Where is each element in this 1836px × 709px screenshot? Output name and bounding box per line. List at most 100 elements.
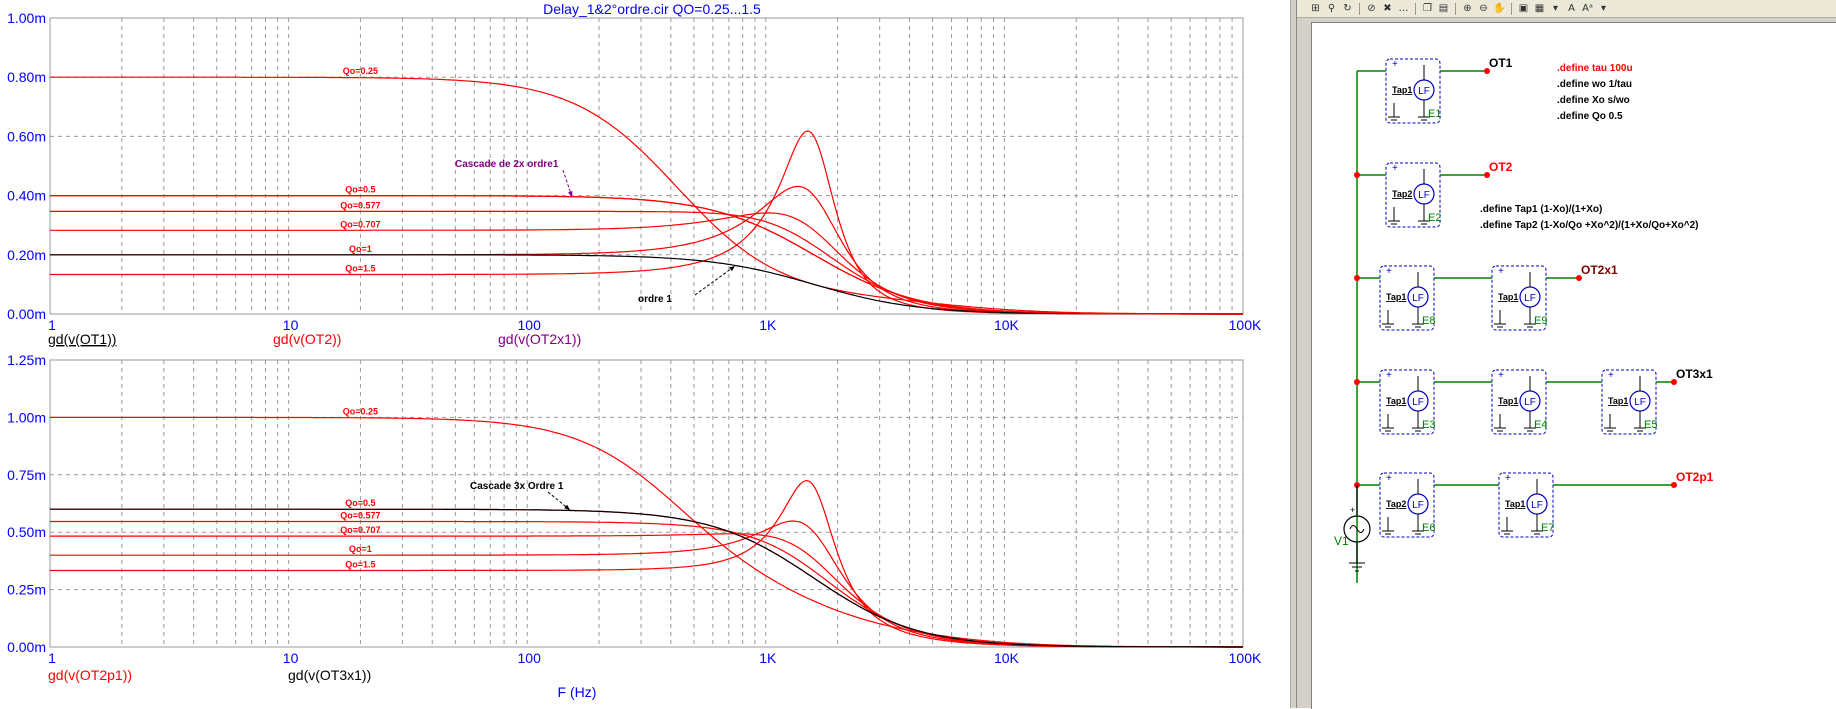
net-label-ot1[interactable]: OT1 (1489, 56, 1513, 70)
paste-icon[interactable]: ▤ (1438, 3, 1449, 14)
ac-source-icon (1343, 515, 1371, 543)
source-name: V1 (1334, 534, 1349, 548)
curve-cascade-de-2x-ordre1 (50, 195, 1243, 315)
refresh-icon[interactable]: ↻ (1343, 3, 1352, 14)
instance-name: E7 (1541, 522, 1554, 534)
ground-icon (1349, 562, 1365, 572)
subcircuit-e7[interactable]: + Tap1 LF E7 (1498, 472, 1554, 538)
curve-ordre-1 (50, 254, 1243, 315)
subcircuit-e3[interactable]: + Tap1 LF E3 (1379, 369, 1435, 435)
tap-label: Tap1 (1386, 396, 1406, 406)
top-legend[interactable]: gd(v(OT1)) gd(v(OT2)) gd(v(OT2x1)) (48, 331, 581, 347)
instance-name: E1 (1428, 108, 1441, 120)
lf-label: LF (1418, 190, 1430, 201)
schematic-drawing[interactable]: + Tap1 LF E1 + Tap2 LF E2 + Tap1 LF E8 + Tap1 LF E9 + Tap… (1312, 23, 1836, 709)
label-icon[interactable]: Aᵃ (1582, 3, 1593, 14)
subcircuit-e5[interactable]: + Tap1 LF E5 (1601, 369, 1657, 435)
tap-label: Tap2 (1386, 499, 1406, 509)
plot-canvas[interactable]: Delay_1&2°ordre.cir QO=0.25...1.5 0.00m0… (0, 0, 1290, 708)
pan-icon[interactable]: ✋ (1493, 3, 1506, 14)
x-tick-label: 100K (1229, 650, 1262, 666)
x-tick-label: 10K (994, 317, 1020, 333)
y-tick-label: 0.75m (7, 467, 46, 483)
define-tap2[interactable]: .define Tap2 (1-Xo/Qo +Xo^2)/(1+Xo/Qo+Xo… (1480, 220, 1698, 231)
binoculars-icon[interactable]: ⚲ (1327, 3, 1336, 14)
subcircuit-e9[interactable]: + Tap1 LF E9 (1491, 265, 1547, 331)
zoom-out-icon[interactable]: ⊖ (1479, 3, 1488, 14)
y-tick-label: 1.00m (7, 409, 46, 425)
subcircuit-blocks: + Tap1 LF E1 + Tap2 LF E2 + Tap1 LF E8 + Tap1 LF E9 + Tap… (1379, 58, 1657, 538)
zoom-in-icon[interactable]: ⊕ (1463, 3, 1472, 14)
top-curves (50, 76, 1243, 315)
instance-name: E9 (1534, 315, 1547, 327)
curve-label: Qo=1.5 (345, 559, 375, 569)
net-label-ot2[interactable]: OT2 (1489, 160, 1513, 174)
define-wo[interactable]: .define wo 1/tau (1557, 79, 1632, 90)
voltage-source-v1[interactable]: + V1 (1334, 485, 1371, 572)
annotation-cascade-3x-arrowhead (564, 504, 570, 510)
svg-text:+: + (1505, 473, 1511, 484)
chevron-down-icon[interactable]: ▾ (1552, 3, 1559, 14)
subcircuit-e2[interactable]: + Tap2 LF E2 (1385, 162, 1441, 228)
y-tick-label: 0.00m (7, 639, 46, 655)
legend-gd-ot2x1[interactable]: gd(v(OT2x1)) (498, 331, 581, 347)
subcircuit-e1[interactable]: + Tap1 LF E1 (1385, 58, 1441, 124)
y-tick-label: 0.25m (7, 582, 46, 598)
halt-icon[interactable]: ⊘ (1367, 3, 1376, 14)
subcircuit-e4[interactable]: + Tap1 LF E4 (1491, 369, 1547, 435)
legend-gd-ot2[interactable]: gd(v(OT2)) (273, 331, 341, 347)
grid-icon[interactable]: ▦ (1534, 3, 1545, 14)
annotation-cascade-2x: Cascade de 2x ordre1 (455, 159, 559, 170)
x-axis-label: F (Hz) (558, 684, 597, 700)
copy-icon[interactable]: ❐ (1423, 3, 1432, 14)
chevron-down-icon[interactable]: ▾ (1600, 3, 1607, 14)
bottom-grid (50, 360, 1243, 647)
lf-label: LF (1524, 397, 1536, 408)
curve-qo-0-25 (50, 76, 1243, 315)
y-tick-label: 1.00m (7, 10, 46, 26)
subcircuit-e8[interactable]: + Tap1 LF E8 (1379, 265, 1435, 331)
curve-qo-0-25 (50, 416, 1243, 648)
svg-text:+: + (1392, 59, 1398, 70)
x-tick-label: 100 (518, 317, 542, 333)
curve-qo-1-5 (50, 479, 1243, 648)
delete-icon[interactable]: ✖ (1383, 3, 1392, 14)
net-label-ot2x1[interactable]: OT2x1 (1581, 263, 1618, 277)
top-y-ticks: 0.00m 0.20m 0.40m 0.60m 0.80m 1.00m (7, 10, 46, 322)
legend-gd-ot1[interactable]: gd(v(OT1)) (48, 331, 116, 347)
define-qo[interactable]: .define Qo 0.5 (1557, 111, 1623, 122)
subcircuit-e6[interactable]: + Tap2 LF E6 (1379, 472, 1435, 538)
net-label-ot3x1[interactable]: OT3x1 (1676, 367, 1713, 381)
legend-gd-ot2p1[interactable]: gd(v(OT2p1)) (48, 667, 132, 683)
annotation-cascade-3x: Cascade 3x Ordre 1 (470, 481, 564, 492)
instance-name: E4 (1534, 419, 1547, 431)
text-icon[interactable]: A (1568, 3, 1575, 14)
schematic-canvas[interactable]: + Tap1 LF E1 + Tap2 LF E2 + Tap1 LF E8 + Tap1 LF E9 + Tap… (1311, 22, 1836, 709)
define-xo[interactable]: .define Xo s/wo (1557, 95, 1630, 106)
pane-splitter[interactable] (1290, 0, 1297, 708)
instance-name: E5 (1644, 419, 1657, 431)
y-tick-label: 0.60m (7, 128, 46, 144)
svg-text:+: + (1608, 370, 1614, 381)
legend-gd-ot3x1[interactable]: gd(v(OT3x1)) (288, 667, 371, 683)
net-label-ot2p1[interactable]: OT2p1 (1676, 470, 1714, 484)
zoom-fit-icon[interactable]: ⊞ (1311, 3, 1320, 14)
tap-label: Tap1 (1386, 292, 1406, 302)
curve-label: Qo=1.5 (345, 264, 375, 274)
define-tau[interactable]: .define tau 100u (1557, 63, 1633, 74)
ellipsis-icon[interactable]: … (1398, 3, 1409, 14)
define-tap1[interactable]: .define Tap1 (1-Xo)/(1+Xo) (1480, 204, 1602, 215)
x-tick-label: 10 (283, 650, 299, 666)
waveform-viewer: Delay_1&2°ordre.cir QO=0.25...1.5 0.00m 0… (0, 0, 1290, 708)
curve-label: Qo=0.25 (343, 66, 378, 76)
annotation-cascade-2x-arrowhead (568, 191, 573, 197)
curve-label: Qo=1 (349, 544, 372, 554)
print-icon[interactable]: ▣ (1518, 3, 1529, 14)
lf-label: LF (1634, 397, 1646, 408)
bottom-legend[interactable]: gd(v(OT2p1)) gd(v(OT3x1)) (48, 667, 371, 683)
spice-directives[interactable]: .define tau 100u .define wo 1/tau .defin… (1480, 63, 1698, 231)
lf-label: LF (1412, 397, 1424, 408)
x-tick-label: 1K (759, 650, 777, 666)
